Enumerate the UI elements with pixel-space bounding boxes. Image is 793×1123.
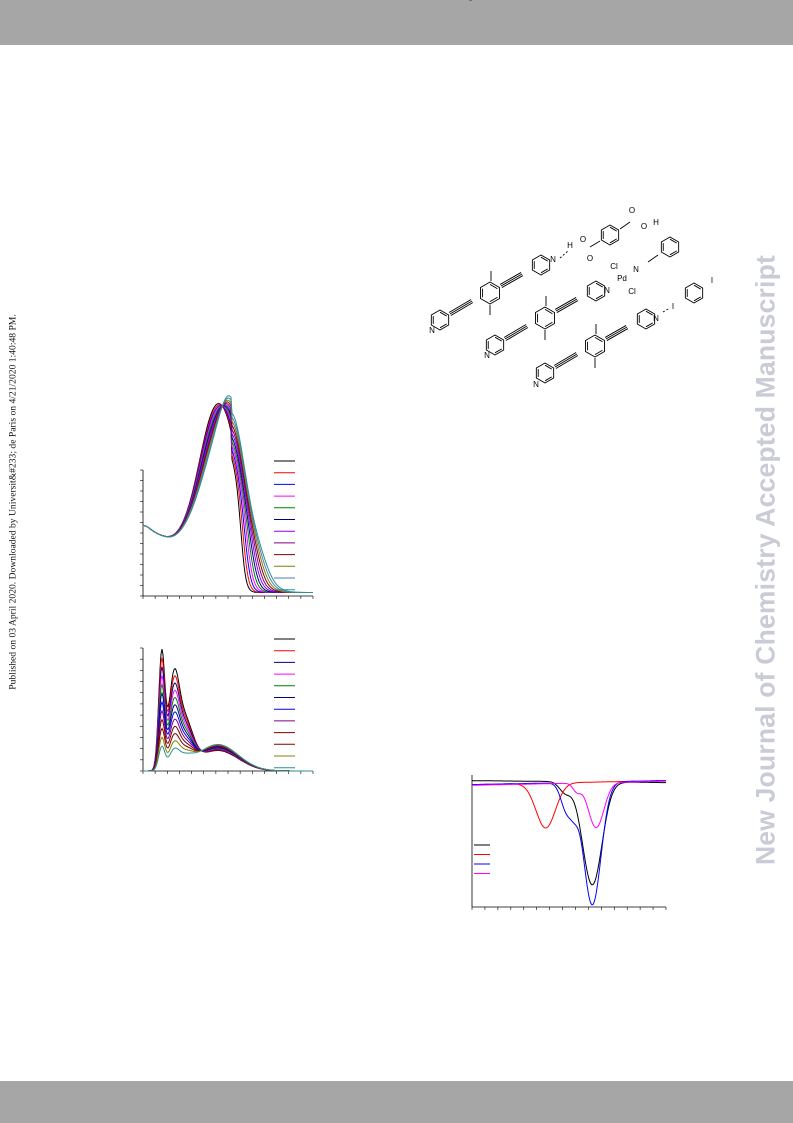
alkyne-6 [605,326,628,340]
alkyne-4 [555,298,578,312]
atom-label-i2: I [711,276,713,285]
pyridine-ring-4-double-bond [595,282,603,288]
bond [589,240,601,248]
atom-label-h2: H [653,218,659,227]
alkyne-1 [448,299,472,313]
xylene-ring-3-double-bond [594,337,603,343]
chart2-legend [274,638,295,769]
chart3-series-line-4 [471,780,666,829]
chart3-legend [474,844,490,874]
iodophenyl-ring [684,282,704,304]
alkyne-5 [555,355,579,369]
atom-label-n4: N [550,255,556,264]
alkyne-1 [449,300,473,315]
atom-label-o1: O [580,235,586,244]
alkyne-2 [499,272,522,285]
atom-label-n6: N [653,314,659,323]
iodophenyl-ring-double-bond [693,296,701,302]
xylene-ring-2-double-bond [544,309,553,315]
xylene-ring-1-double-bond [489,296,498,302]
atom-label-n2: N [484,351,490,360]
structure-bonds [430,221,704,384]
atom-label-i1: I [672,302,674,311]
phenyl-ring-double-bond [669,250,677,256]
atom-label-o3: O [629,206,635,215]
header-band [0,0,793,45]
atom-label-oh: O [641,222,647,231]
chart3-series-line-2 [472,780,667,829]
pyridine-ring-2-double-bond [540,256,548,262]
footer-band [0,1081,793,1123]
xylene-ring-3 [585,334,605,358]
alkyne-4 [556,300,579,313]
alkyne-2 [500,273,523,287]
xylene-ring-2-double-bond [544,321,553,327]
chart1-legend [274,460,295,591]
pyridine-ring-2 [531,254,551,276]
alkyne-4 [554,297,577,310]
atom-label-npd: N [633,265,639,274]
xylene-ring-1 [480,281,500,305]
pyridine-ring-3-double-bond [494,348,502,354]
alkyne-3 [504,325,528,340]
benzoate-ring-double-bond [609,238,617,244]
benzoate-ring-double-bond [609,226,617,232]
pyridine-ring-6 [636,308,656,330]
pyridine-ring-6-double-bond [645,310,653,316]
hbond [559,250,569,259]
pyridine-ring-2-double-bond [540,268,548,274]
atom-label-n3: N [533,380,539,389]
chart3-series [471,780,667,906]
alkyne-6 [604,325,627,338]
chart2-series-line-12 [143,744,313,772]
xbond [662,307,671,313]
pyridine-ring-3-double-bond [494,336,502,342]
xylene-ring-3-double-bond [594,349,603,355]
pyridine-ring-4-double-bond [595,294,603,300]
pyridine-ring-1-double-bond [439,323,447,329]
nitrile [647,254,659,263]
atom-label-n5: N [604,286,610,295]
chart1-series-line-12 [142,395,313,593]
phenyl-ring-double-bond [669,238,677,244]
phenyl-ring [660,236,680,258]
pyridine-ring-1-double-bond [439,311,447,317]
alkyne-1 [450,302,474,316]
chart3-series-line-3 [472,780,667,906]
chart3-axes [469,0,667,910]
pyridine-ring-4 [586,280,606,302]
pyridine-ring-5-double-bond [544,364,552,370]
chart1-axes [140,469,314,599]
alkyne-5 [554,353,578,368]
atom-label-n1: N [429,326,435,335]
alkyne-3 [503,324,527,338]
atom-label-h1: H [567,241,573,250]
pyridine-ring-5-double-bond [544,376,552,382]
chart1-series [142,395,313,593]
alkyne-5 [553,352,577,366]
atom-label-o2: O [587,254,593,263]
atom-label-cl2: Cl [628,287,636,296]
xylene-ring-2 [535,306,555,330]
alkyne-3 [505,327,529,341]
iodophenyl-ring-double-bond [693,284,701,290]
pyridine-ring-1 [430,309,450,331]
chart3-series-line-1 [471,780,666,886]
xylene-ring-1-double-bond [489,284,498,290]
atom-label-cl1: Cl [610,262,618,271]
pyridine-ring-3 [485,334,505,356]
bond [619,221,631,230]
alkyne-2 [501,275,524,288]
alkyne-6 [606,328,629,341]
chart2-series [143,649,313,772]
pyridine-ring-5 [535,362,555,384]
pyridine-ring-6-double-bond [645,322,653,328]
atom-label-pd: Pd [617,274,627,283]
benzoate-ring [600,224,620,246]
